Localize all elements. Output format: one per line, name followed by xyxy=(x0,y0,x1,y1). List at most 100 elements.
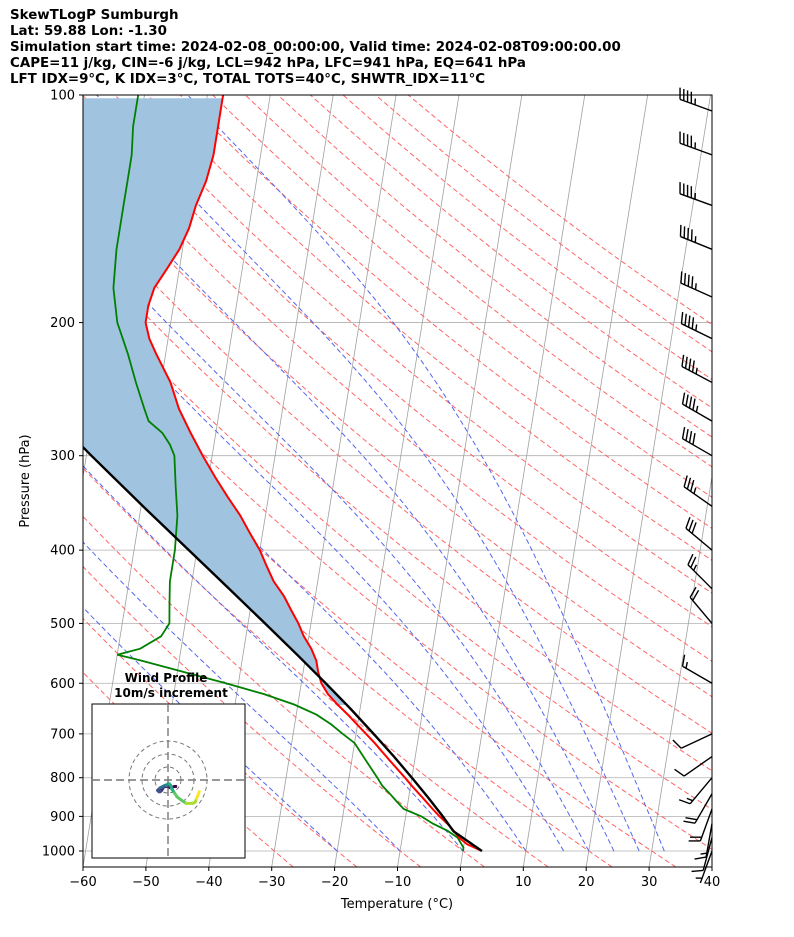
isotherm-line xyxy=(460,95,586,867)
dry-adiabat-line xyxy=(83,617,358,867)
wind-barb-full xyxy=(687,315,691,328)
wind-barb-full xyxy=(688,358,692,371)
wind-barb-full xyxy=(691,276,694,289)
wind-barb-full xyxy=(691,317,695,330)
dry-adiabat-line xyxy=(375,95,712,353)
wind-barb-full xyxy=(689,586,697,598)
wind-barb-half xyxy=(692,564,698,571)
dry-adiabat-line xyxy=(114,95,712,594)
y-tick-label: 400 xyxy=(50,544,75,559)
dry-adiabat-line xyxy=(212,95,712,498)
x-tick-label: 10 xyxy=(515,875,532,890)
wind-barb-full xyxy=(692,398,696,411)
wind-barb xyxy=(683,793,713,824)
wind-barb-full xyxy=(688,519,694,532)
wind-barb-full xyxy=(678,799,691,805)
wind-barb xyxy=(678,777,713,805)
wind-barb-full xyxy=(683,475,688,487)
wind-barb xyxy=(679,87,713,112)
y-axis-ticks: 1000 900 800 700 600 500 400 300 200 100 xyxy=(42,89,83,859)
wind-barb-staff xyxy=(687,564,713,590)
x-axis-label: Temperature (°C) xyxy=(340,897,453,912)
wind-barb-half xyxy=(695,405,699,413)
wind-barb-full xyxy=(692,433,696,445)
wind-barb-half xyxy=(695,367,698,375)
wind-barb-full xyxy=(686,477,692,490)
wind-barb xyxy=(691,837,713,873)
wind-barb-full xyxy=(685,394,689,407)
dry-adiabat-line xyxy=(83,169,712,698)
dry-adiabat-line xyxy=(342,95,712,381)
wind-barb-full xyxy=(681,392,686,405)
moist-adiabat-line xyxy=(83,232,590,852)
wind-barb-full xyxy=(685,429,689,441)
wind-barb-staff xyxy=(685,527,713,551)
wind-barb xyxy=(683,475,713,507)
dry-adiabat-line xyxy=(83,565,422,867)
temperature-line xyxy=(144,95,483,852)
y-tick-label: 500 xyxy=(50,617,75,632)
wind-barb-full xyxy=(681,654,686,667)
wind-barb xyxy=(680,271,713,298)
wind-barb-half xyxy=(686,797,693,802)
dry-adiabat-line xyxy=(147,95,712,561)
hodograph-trace-segment xyxy=(196,790,201,798)
moist-adiabat-line xyxy=(83,465,464,852)
parcel-path-line xyxy=(83,445,483,852)
moist-adiabat-line xyxy=(83,541,401,852)
isotherm-line xyxy=(522,95,649,867)
wind-barb xyxy=(679,224,713,250)
wind-barbs xyxy=(672,87,713,884)
y-tick-label: 200 xyxy=(50,316,75,331)
station-title: SkewTLogP Sumburgh xyxy=(10,8,179,23)
wind-barb-staff xyxy=(681,365,713,384)
wind-barb-staff xyxy=(681,323,713,340)
wind-barb xyxy=(674,755,713,777)
wind-barb xyxy=(685,517,713,551)
wind-barb-staff xyxy=(679,142,713,156)
wind-barb-staff xyxy=(682,665,713,684)
x-tick-label: −20 xyxy=(321,875,348,890)
hodograph-title: Wind Profile xyxy=(125,671,208,685)
wind-barb-half xyxy=(695,324,698,331)
x-axis-ticks: −60 −50 −40 −30 −20 −10 0 10 20 30 40 xyxy=(69,867,720,890)
dry-adiabat-line xyxy=(83,289,712,811)
wind-barb xyxy=(681,427,713,457)
cape-area xyxy=(83,98,347,705)
x-tick-label: −50 xyxy=(132,875,159,890)
wind-barb-full xyxy=(691,869,704,873)
wind-barb xyxy=(688,808,713,842)
wind-barb-full xyxy=(694,856,707,860)
wind-barb-full xyxy=(683,273,687,285)
wind-barb xyxy=(680,311,713,340)
dry-adiabat-line xyxy=(244,95,712,468)
isotherm-line xyxy=(711,864,712,867)
wind-barb-staff xyxy=(689,596,713,624)
isotherm-line xyxy=(271,95,397,867)
time-line: Simulation start time: 2024-02-08_00:00:… xyxy=(10,40,621,55)
wind-barb xyxy=(681,354,713,384)
wind-barb-staff xyxy=(694,793,713,824)
y-axis-label: Pressure (hPa) xyxy=(18,434,33,527)
wind-barb-full xyxy=(692,589,700,601)
x-tick-label: −40 xyxy=(195,875,222,890)
wind-barb-full xyxy=(687,553,694,566)
wind-barb-staff xyxy=(680,733,713,749)
wind-barb-half xyxy=(694,283,697,290)
wind-barb-half xyxy=(693,487,697,494)
dry-adiabat-line xyxy=(83,95,712,628)
x-tick-label: −10 xyxy=(384,875,411,890)
wind-barb xyxy=(672,733,713,749)
wind-barb-full xyxy=(691,360,695,373)
wind-barb-full xyxy=(684,313,687,326)
wind-barb xyxy=(689,586,713,624)
chart-header: SkewTLogP Sumburgh Lat: 59.88 Lon: -1.30… xyxy=(10,8,621,88)
isotherm-line xyxy=(648,474,712,867)
y-tick-label: 600 xyxy=(50,677,75,692)
y-tick-label: 100 xyxy=(50,89,75,104)
wind-barb-full xyxy=(685,517,691,529)
hodograph-plot xyxy=(92,704,245,858)
wind-barb-staff xyxy=(682,438,713,457)
isotherm-line xyxy=(0,95,82,867)
